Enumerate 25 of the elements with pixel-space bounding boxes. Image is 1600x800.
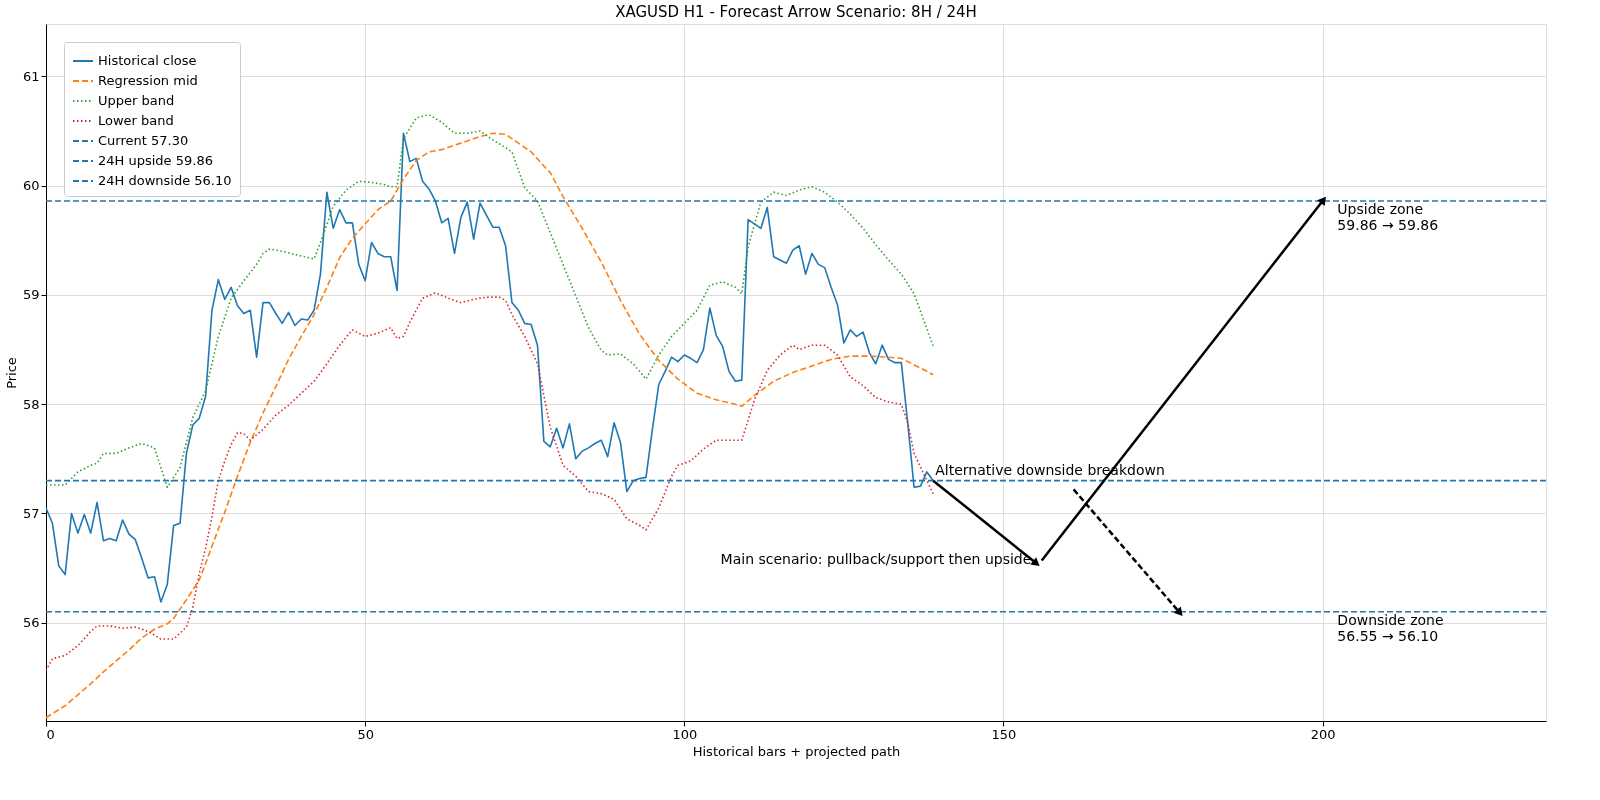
legend-label: Current 57.30 bbox=[98, 133, 189, 148]
x-tick-label: 50 bbox=[357, 726, 374, 742]
y-tick-label: 58 bbox=[22, 396, 40, 412]
x-tick-label: 200 bbox=[1310, 726, 1336, 742]
annotation: Downside zone 56.55 → 56.10 bbox=[1337, 611, 1444, 644]
annotation: Upside zone 59.86 → 59.86 bbox=[1337, 200, 1439, 233]
y-tick-label: 59 bbox=[22, 287, 40, 303]
legend-label: Regression mid bbox=[98, 73, 198, 88]
legend-label: 24H downside 56.10 bbox=[98, 173, 232, 188]
legend-label: Lower band bbox=[98, 113, 174, 128]
x-tick-label: 0 bbox=[46, 726, 55, 742]
x-tick-label: 150 bbox=[991, 726, 1017, 742]
y-tick-label: 60 bbox=[22, 178, 40, 194]
y-tick-label: 56 bbox=[22, 615, 40, 631]
x-tick-label: 100 bbox=[672, 726, 698, 742]
legend-label: Historical close bbox=[98, 53, 197, 68]
y-axis-title: Price bbox=[3, 357, 19, 389]
y-tick-label: 61 bbox=[22, 68, 40, 84]
legend-label: Upper band bbox=[98, 93, 175, 108]
x-axis-title: Historical bars + projected path bbox=[692, 743, 901, 759]
chart-title: XAGUSD H1 - Forecast Arrow Scenario: 8H / 24H bbox=[615, 3, 977, 21]
line-series bbox=[46, 113, 935, 489]
legend-label: 24H upside 59.86 bbox=[98, 153, 213, 168]
y-tick-label: 57 bbox=[22, 505, 40, 521]
annotation: Main scenario: pullback/support then upside bbox=[720, 550, 1032, 567]
